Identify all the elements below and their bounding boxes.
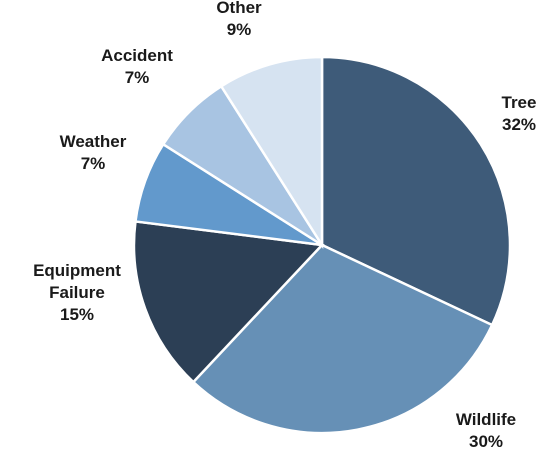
- pie-slice-tree: [320, 55, 512, 327]
- slice-value-label: 7%: [125, 68, 150, 87]
- slice-label-equipment-failure: Equipment Failure 15%: [33, 261, 121, 324]
- slice-category-label: Other: [216, 0, 262, 17]
- slice-category-label: Weather: [60, 132, 127, 151]
- pie-slice-other: [219, 55, 324, 250]
- slice-category-label: Wildlife: [456, 410, 516, 429]
- slice-category-label: Tree: [502, 93, 537, 112]
- slice-label-tree: Tree 32%: [502, 93, 537, 134]
- pie-labels: Tree 32% Wildlife 30% Equipment Failure 15% Wea…: [33, 0, 536, 451]
- slice-value-label: 30%: [469, 432, 503, 451]
- slice-label-other: Other 9%: [216, 0, 262, 39]
- slice-value-label: 15%: [60, 305, 94, 324]
- slice-category-label: Equipment: [33, 261, 121, 280]
- slice-value-label: 32%: [502, 115, 536, 134]
- slice-label-accident: Accident 7%: [101, 46, 173, 87]
- pie-slices: [132, 55, 512, 435]
- slice-value-label: 7%: [81, 154, 106, 173]
- slice-category-label: Failure: [49, 283, 105, 302]
- slice-label-wildlife: Wildlife 30%: [456, 410, 516, 451]
- pie-slice-wildlife: [191, 243, 494, 435]
- slice-label-weather: Weather 7%: [60, 132, 127, 173]
- slice-value-label: 9%: [227, 20, 252, 39]
- slice-category-label: Accident: [101, 46, 173, 65]
- pie-slice-equipment-failure: [132, 220, 325, 384]
